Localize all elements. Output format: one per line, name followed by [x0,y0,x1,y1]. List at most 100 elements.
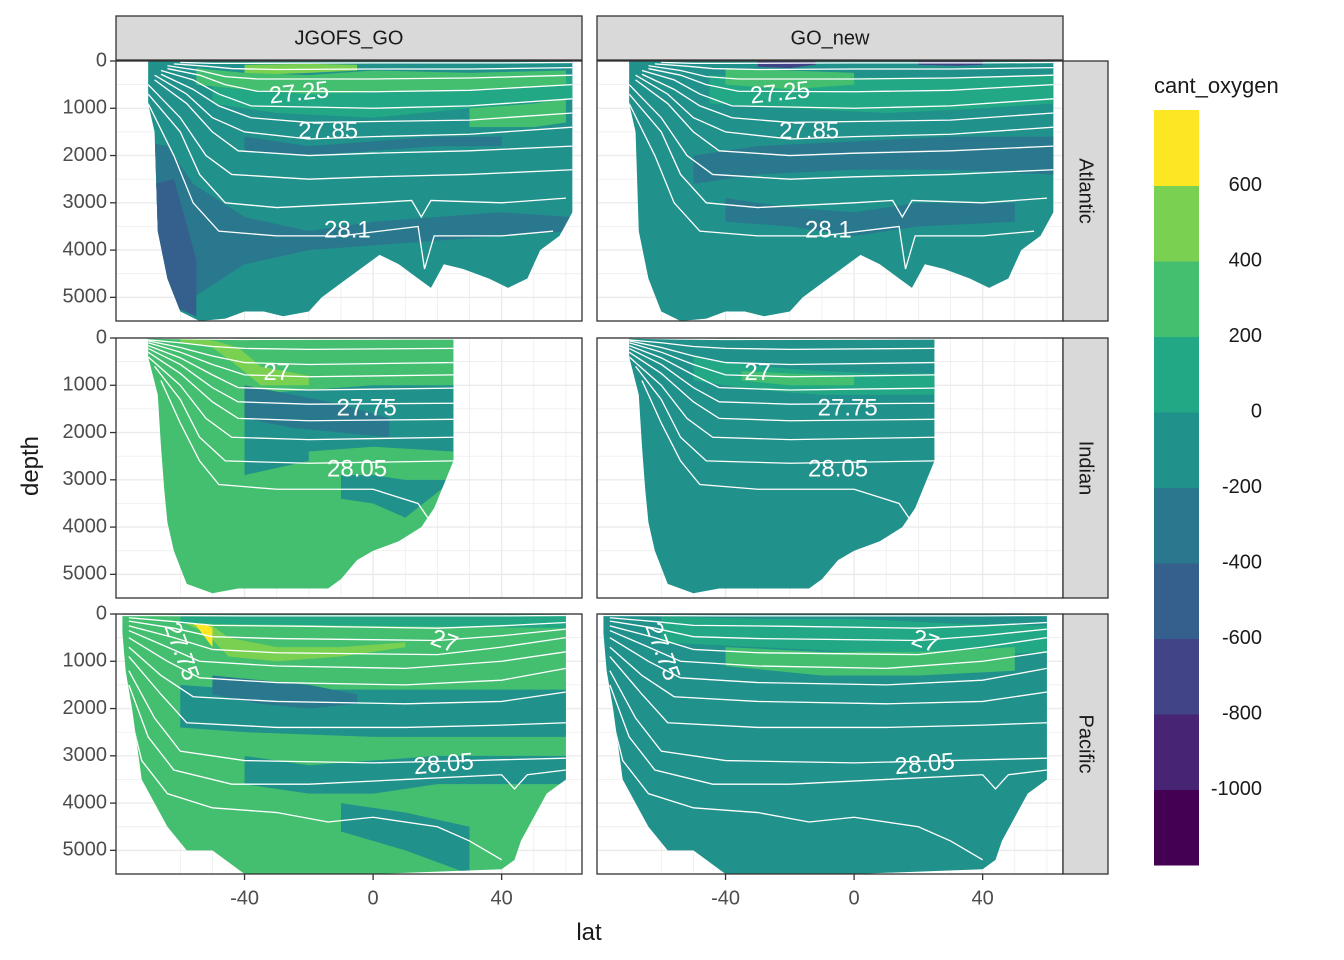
isopycnal-line [148,347,454,405]
y-tick-label: 1000 [63,97,108,119]
isopycnal-line [128,617,566,629]
strip-label: JGOFS_GO [295,27,404,49]
legend-swatch [1154,412,1199,488]
isopycnal-line [609,617,1047,629]
strip-label: Indian [1075,441,1097,496]
legend-swatch [1154,789,1199,866]
isopycnal-line [148,356,454,441]
isopycnal-line [609,620,1047,642]
y-axis-title: depth [17,436,44,496]
isopycnal-line [609,646,1047,705]
isopycnal-line [160,69,573,109]
isopycnal-line [635,365,935,464]
legend-swatch [1154,185,1199,262]
panel-atlantic-jgofs-go: 27.25 27.85 28.1 [115,60,583,322]
isopycnal-line [148,340,454,366]
isopycnal-line [629,84,1054,180]
isopycnal-line [609,656,1047,729]
contour-label: 27 [263,359,290,386]
contour-band [148,141,573,298]
isopycnal-line [148,339,454,350]
panel-indian-jgofs-go: 27 27.75 28.05 [115,337,583,599]
legend-swatch [1154,714,1199,790]
isopycnal-lines [122,614,566,861]
contour-band [725,198,1015,236]
x-tick-label: -40 [230,887,259,909]
contour-label: 27.25 [268,76,331,109]
x-axis-title: lat [576,919,602,946]
x-axis: -40 0 40 -40 0 40 [230,874,994,909]
isopycnal-line [641,380,913,523]
isopycnal-line [629,342,935,378]
legend-label: -200 [1222,476,1262,498]
y-tick-label: 3000 [63,744,108,766]
filled-contours [148,338,454,594]
contour-band [180,614,566,629]
x-tick-label: 40 [972,887,994,909]
y-tick-label: 1000 [63,374,108,396]
contour-label: 27.85 [779,117,839,144]
isopycnal-line [128,620,566,642]
isopycnal-lines [148,338,454,523]
y-tick-label: 4000 [63,238,108,260]
contour-label: 28.1 [324,217,371,244]
isopycnal-line [629,347,935,405]
strip-background [115,15,583,61]
contour-band [469,98,566,128]
contour-band [180,338,309,386]
strip-pacific: Pacific [1062,613,1109,875]
isopycnal-line [148,342,454,378]
isopycnal-line [629,93,1047,219]
contour-label: 27.75 [818,394,878,421]
isopycnal-line [629,340,935,366]
isopycnal-line [154,74,573,140]
contour-band [180,614,406,662]
y-tick-label: 5000 [63,839,108,861]
contour-label: 28.1 [805,217,852,244]
y-tick-label: 0 [96,49,107,71]
isopycnal-line [180,61,573,65]
panel-border [115,613,583,875]
isopycnal-line [609,708,983,861]
legend-swatch [1154,563,1199,639]
contour-label: 27.25 [749,76,812,109]
isopycnal-lines [148,61,573,270]
isopycnal-line [629,344,935,391]
isopycnal-line [629,339,935,350]
isopycnal-line [128,629,566,670]
contour-band [340,803,470,874]
legend-label: -1000 [1211,778,1262,800]
strip-background [1062,613,1109,875]
strip-label: Atlantic [1075,158,1097,224]
contour-band [244,385,390,438]
contour-band [725,647,1015,676]
contour-label: 28.05 [327,456,387,483]
isopycnal-line [661,61,1054,65]
contour-band [244,755,566,794]
isopycnal-lines [603,614,1047,861]
isopycnal-line [128,708,502,861]
y-tick-label: 5000 [63,286,108,308]
contour-band [693,136,1054,184]
legend-label: -800 [1222,702,1262,724]
isopycnal-line [128,646,566,705]
isopycnal-line [629,351,935,422]
y-tick-label: 2000 [63,421,108,443]
panel-indian-go-new: 27 27.75 28.05 [596,337,1064,599]
isopycnal-line [160,380,432,523]
legend-label: 400 [1229,249,1262,271]
y-tick-label: 4000 [63,515,108,537]
contour-band [629,338,935,594]
legend-swatch [1154,638,1199,715]
y-tick-label: 2000 [63,144,108,166]
isopycnal-line [609,625,1047,656]
legend-label: 600 [1229,174,1262,196]
x-tick-label: 0 [849,887,860,909]
isopycnal-line [148,93,566,219]
strip-atlantic: Atlantic [1062,60,1109,322]
legend-swatch [1154,487,1199,564]
isopycnal-line [167,65,573,80]
